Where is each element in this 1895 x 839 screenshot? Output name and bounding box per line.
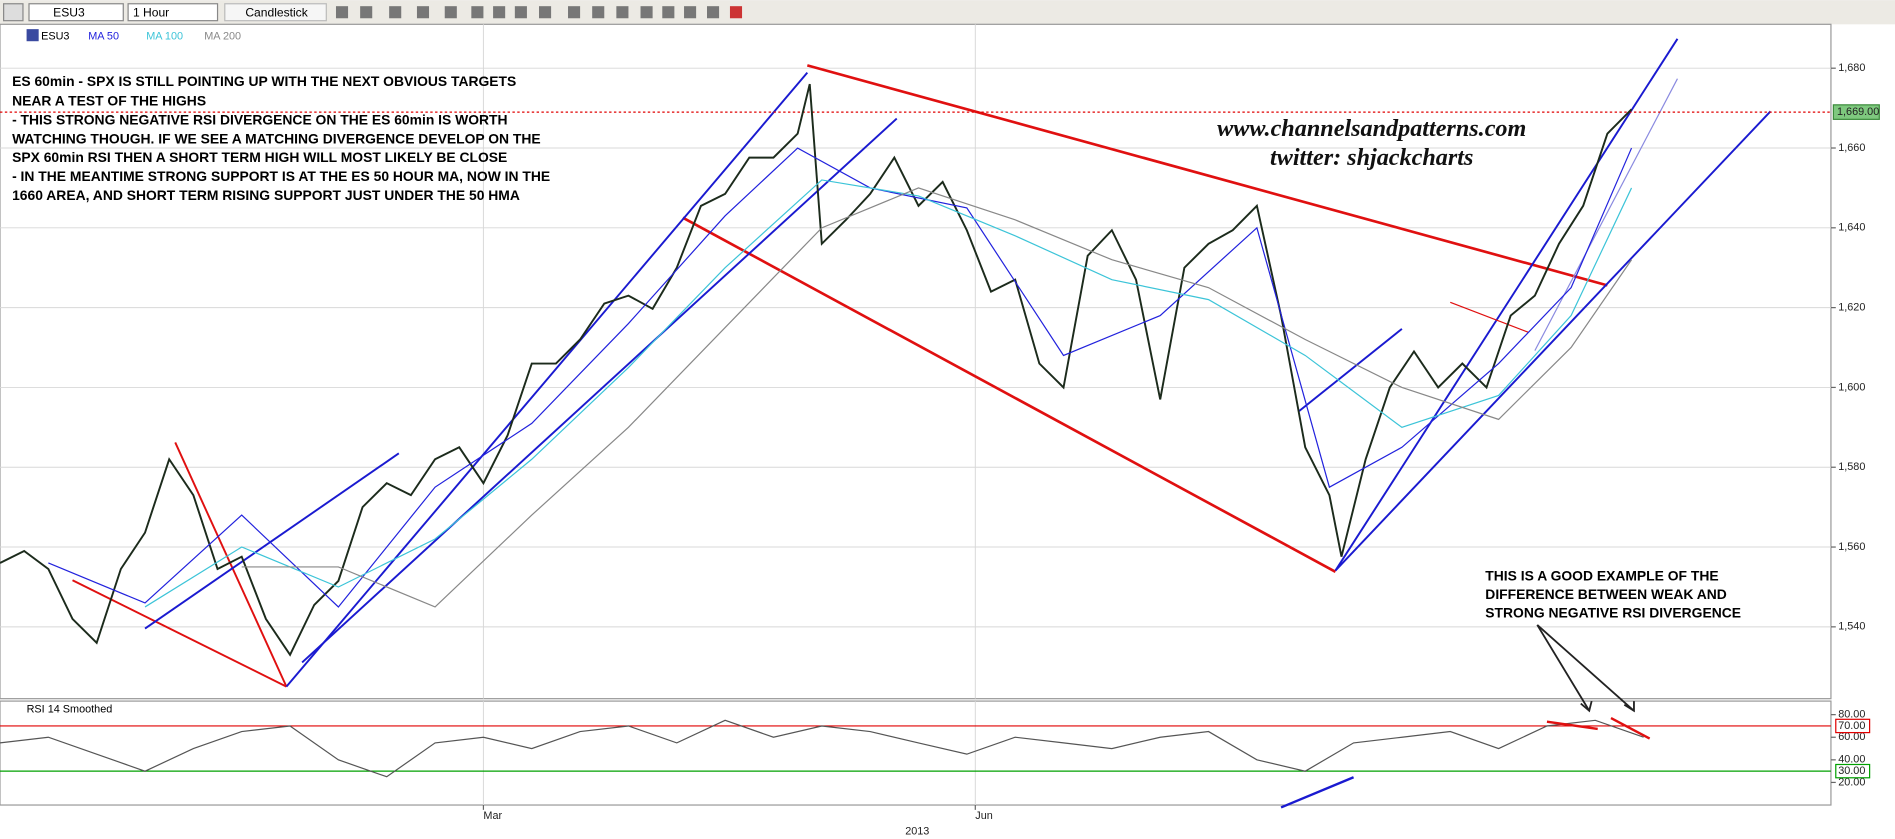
last-price-box bbox=[1832, 104, 1880, 120]
year-label: 2013 bbox=[905, 825, 929, 837]
interval-select[interactable] bbox=[127, 3, 219, 22]
trendlines bbox=[72, 38, 1772, 688]
level-box bbox=[1835, 718, 1871, 734]
note: THIS IS A GOOD EXAMPLE OF THE DIFFERENCE … bbox=[1485, 567, 1741, 620]
annotation-title: ES 60min - SPX IS STILL POINTING UP WITH… bbox=[12, 73, 516, 89]
rsi-title: RSI 14 Smoothed bbox=[27, 703, 113, 715]
series-line bbox=[144, 179, 1633, 608]
legend-entry[interactable]: MA 100 bbox=[146, 30, 183, 42]
annotation-line: - THIS STRONG NEGATIVE RSI DIVERGENCE ON… bbox=[12, 111, 507, 127]
annotation-line: NEAR A TEST OF THE HIGHS bbox=[12, 92, 206, 108]
annotation: NEAR A TEST OF THE HIGHS - THIS STRONG NE… bbox=[12, 92, 550, 203]
y-tick-label: 1,620 bbox=[1838, 301, 1865, 313]
price-panel bbox=[0, 23, 1832, 700]
series-line bbox=[0, 83, 1633, 657]
legend-entry[interactable]: MA 200 bbox=[204, 30, 241, 42]
menu-button[interactable] bbox=[3, 3, 24, 22]
level-label: 30.00 bbox=[1838, 765, 1865, 777]
note-line: STRONG NEGATIVE RSI DIVERGENCE bbox=[1485, 605, 1741, 621]
series-line bbox=[0, 719, 1644, 778]
y-tick-label: 1,640 bbox=[1838, 222, 1865, 234]
y-tick-label: 1,680 bbox=[1838, 62, 1865, 74]
symbol-input[interactable] bbox=[28, 3, 124, 22]
watermark: twitter: shjackcharts bbox=[1270, 144, 1473, 171]
legend: ESU3 MA 50 MA 100 MA 200 bbox=[26, 29, 241, 42]
style-select[interactable] bbox=[224, 3, 327, 22]
symbol-text[interactable]: ESU3 bbox=[53, 6, 85, 20]
y-tick-label: 1,540 bbox=[1838, 621, 1865, 633]
x-tick-label: Jun bbox=[975, 810, 993, 822]
style-text[interactable]: Candlestick bbox=[245, 6, 308, 20]
y-tick-label: 1,600 bbox=[1838, 381, 1865, 393]
legend-icon bbox=[26, 29, 39, 42]
note-line: DIFFERENCE BETWEEN WEAK AND bbox=[1485, 586, 1727, 602]
annotation-line: WATCHING THOUGH. IF WE SEE A MATCHING DI… bbox=[12, 130, 541, 146]
annotation-line: - IN THE MEANTIME STRONG SUPPORT IS AT T… bbox=[12, 168, 550, 184]
level-box bbox=[1835, 763, 1871, 779]
watermark: www.channelsandpatterns.com bbox=[1217, 115, 1526, 142]
y-tick-label: 60.00 bbox=[1838, 731, 1865, 743]
last-price-label: 1,669.00 bbox=[1837, 106, 1879, 118]
note-arrows bbox=[1536, 624, 1635, 713]
series-line bbox=[241, 187, 1633, 608]
legend-entry[interactable]: ESU3 bbox=[41, 30, 69, 42]
y-tick-label: 1,560 bbox=[1838, 541, 1865, 553]
tool-icons[interactable] bbox=[335, 6, 743, 19]
y-tick-label: 80.00 bbox=[1838, 709, 1865, 721]
rsi-arrows bbox=[1280, 716, 1651, 809]
x-tick-label: Mar bbox=[483, 810, 502, 822]
y-tick-label: 20.00 bbox=[1838, 776, 1865, 788]
rsi-panel bbox=[0, 700, 1832, 806]
annotation-line: 1660 AREA, AND SHORT TERM RISING SUPPORT… bbox=[12, 187, 520, 203]
legend-entry[interactable]: MA 50 bbox=[88, 30, 119, 42]
level-label: 70.00 bbox=[1838, 720, 1865, 732]
y-tick-label: 40.00 bbox=[1838, 754, 1865, 766]
y-tick-label: 1,660 bbox=[1838, 142, 1865, 154]
y-tick-label: 1,580 bbox=[1838, 461, 1865, 473]
interval-text[interactable]: 1 Hour bbox=[133, 6, 169, 20]
plot-area bbox=[0, 83, 1831, 778]
annotation-line: SPX 60min RSI THEN A SHORT TERM HIGH WIL… bbox=[12, 149, 507, 165]
note-line: THIS IS A GOOD EXAMPLE OF THE bbox=[1485, 567, 1718, 583]
grid bbox=[0, 24, 1831, 806]
